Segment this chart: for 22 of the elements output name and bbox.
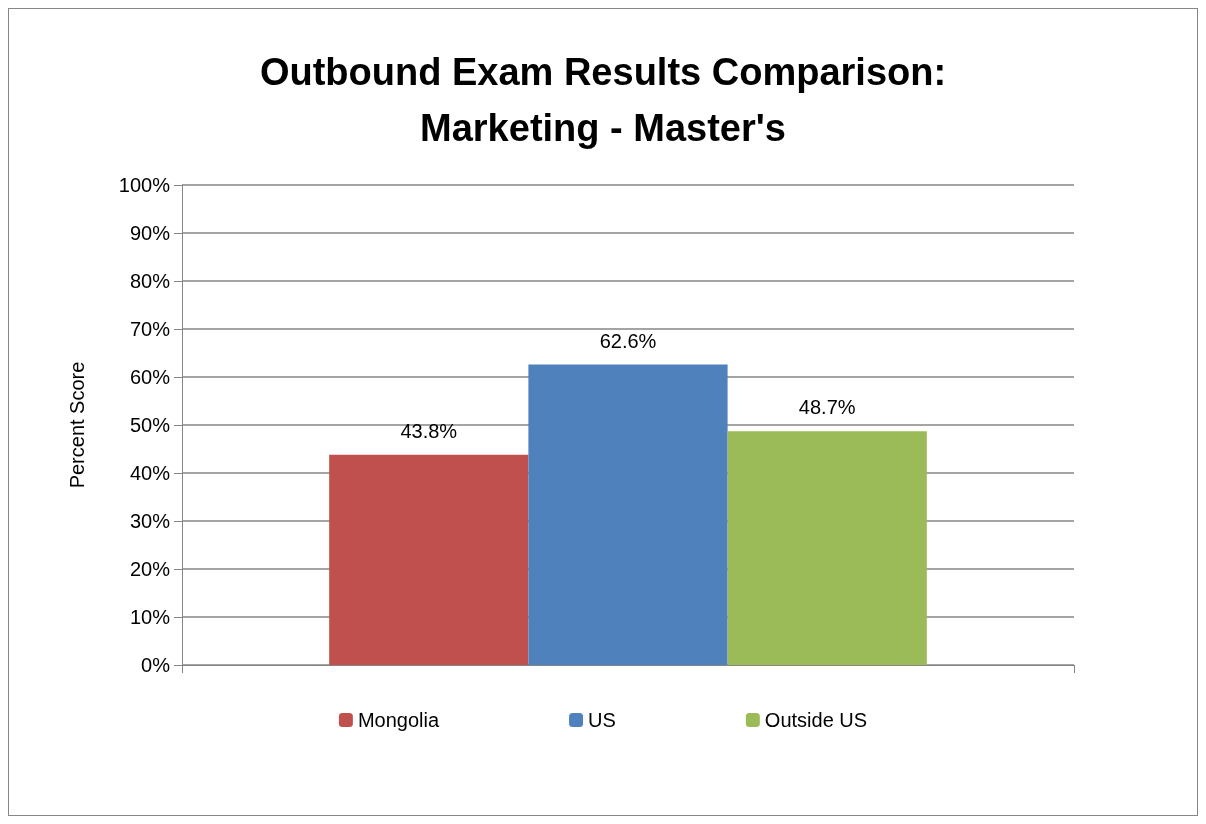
y-tick-label: 90% — [129, 222, 171, 244]
data-label: 48.7% — [798, 396, 856, 419]
legend-label: US — [588, 709, 616, 731]
data-label: 62.6% — [599, 329, 657, 352]
y-tick-label: 10% — [129, 606, 171, 628]
y-tick-label: 0% — [141, 654, 171, 676]
bar — [727, 431, 927, 665]
bar — [329, 454, 529, 665]
y-tick-label: 100% — [118, 174, 171, 196]
legend-label: Mongolia — [357, 709, 440, 731]
y-tick-label: 20% — [129, 558, 171, 580]
data-label: 43.8% — [400, 419, 458, 442]
y-tick-label: 80% — [129, 270, 171, 292]
y-tick-label: 60% — [129, 366, 171, 388]
y-tick-label: 40% — [129, 462, 171, 484]
chart-title: Outbound Exam Results Comparison: Marketing - Master's — [259, 51, 947, 149]
y-tick-label: 50% — [129, 414, 171, 436]
y-axis-title: Percent Score — [66, 361, 88, 489]
legend-label: Outside US — [764, 709, 868, 731]
y-tick-label: 30% — [129, 510, 171, 532]
bar — [528, 364, 728, 665]
y-tick-label: 70% — [129, 318, 171, 340]
